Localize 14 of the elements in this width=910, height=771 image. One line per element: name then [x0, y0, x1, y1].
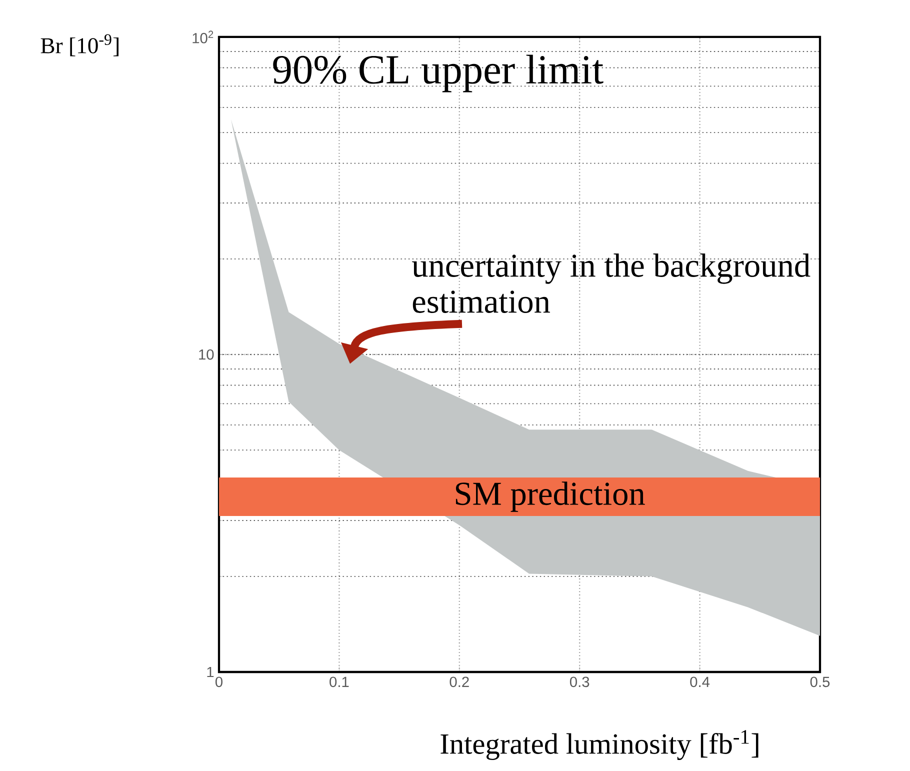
x-tick-label: 0.4: [690, 676, 710, 688]
y-tick-label: 1: [207, 666, 214, 678]
y-tick-label: 10: [199, 349, 214, 360]
x-tick-label: 0: [215, 676, 222, 688]
x-tick-label: 0.5: [810, 676, 830, 688]
x-tick-label: 0.1: [330, 676, 349, 688]
x-tick-label: 0.2: [450, 676, 469, 688]
band-label: SM prediction: [456, 482, 645, 512]
x-axis-title: Integrated luminosity [fb$^{-1}$]: [440, 730, 758, 760]
annotation: uncertainty in the background estimation: [412, 254, 810, 313]
chart-title: 90% CL upper limit: [273, 54, 604, 92]
y-tick-label: 10$^{2}$: [192, 30, 214, 44]
x-tick-label: 0.3: [570, 676, 590, 688]
y-axis-title: Br [10$^{-9}$]: [40, 34, 118, 56]
